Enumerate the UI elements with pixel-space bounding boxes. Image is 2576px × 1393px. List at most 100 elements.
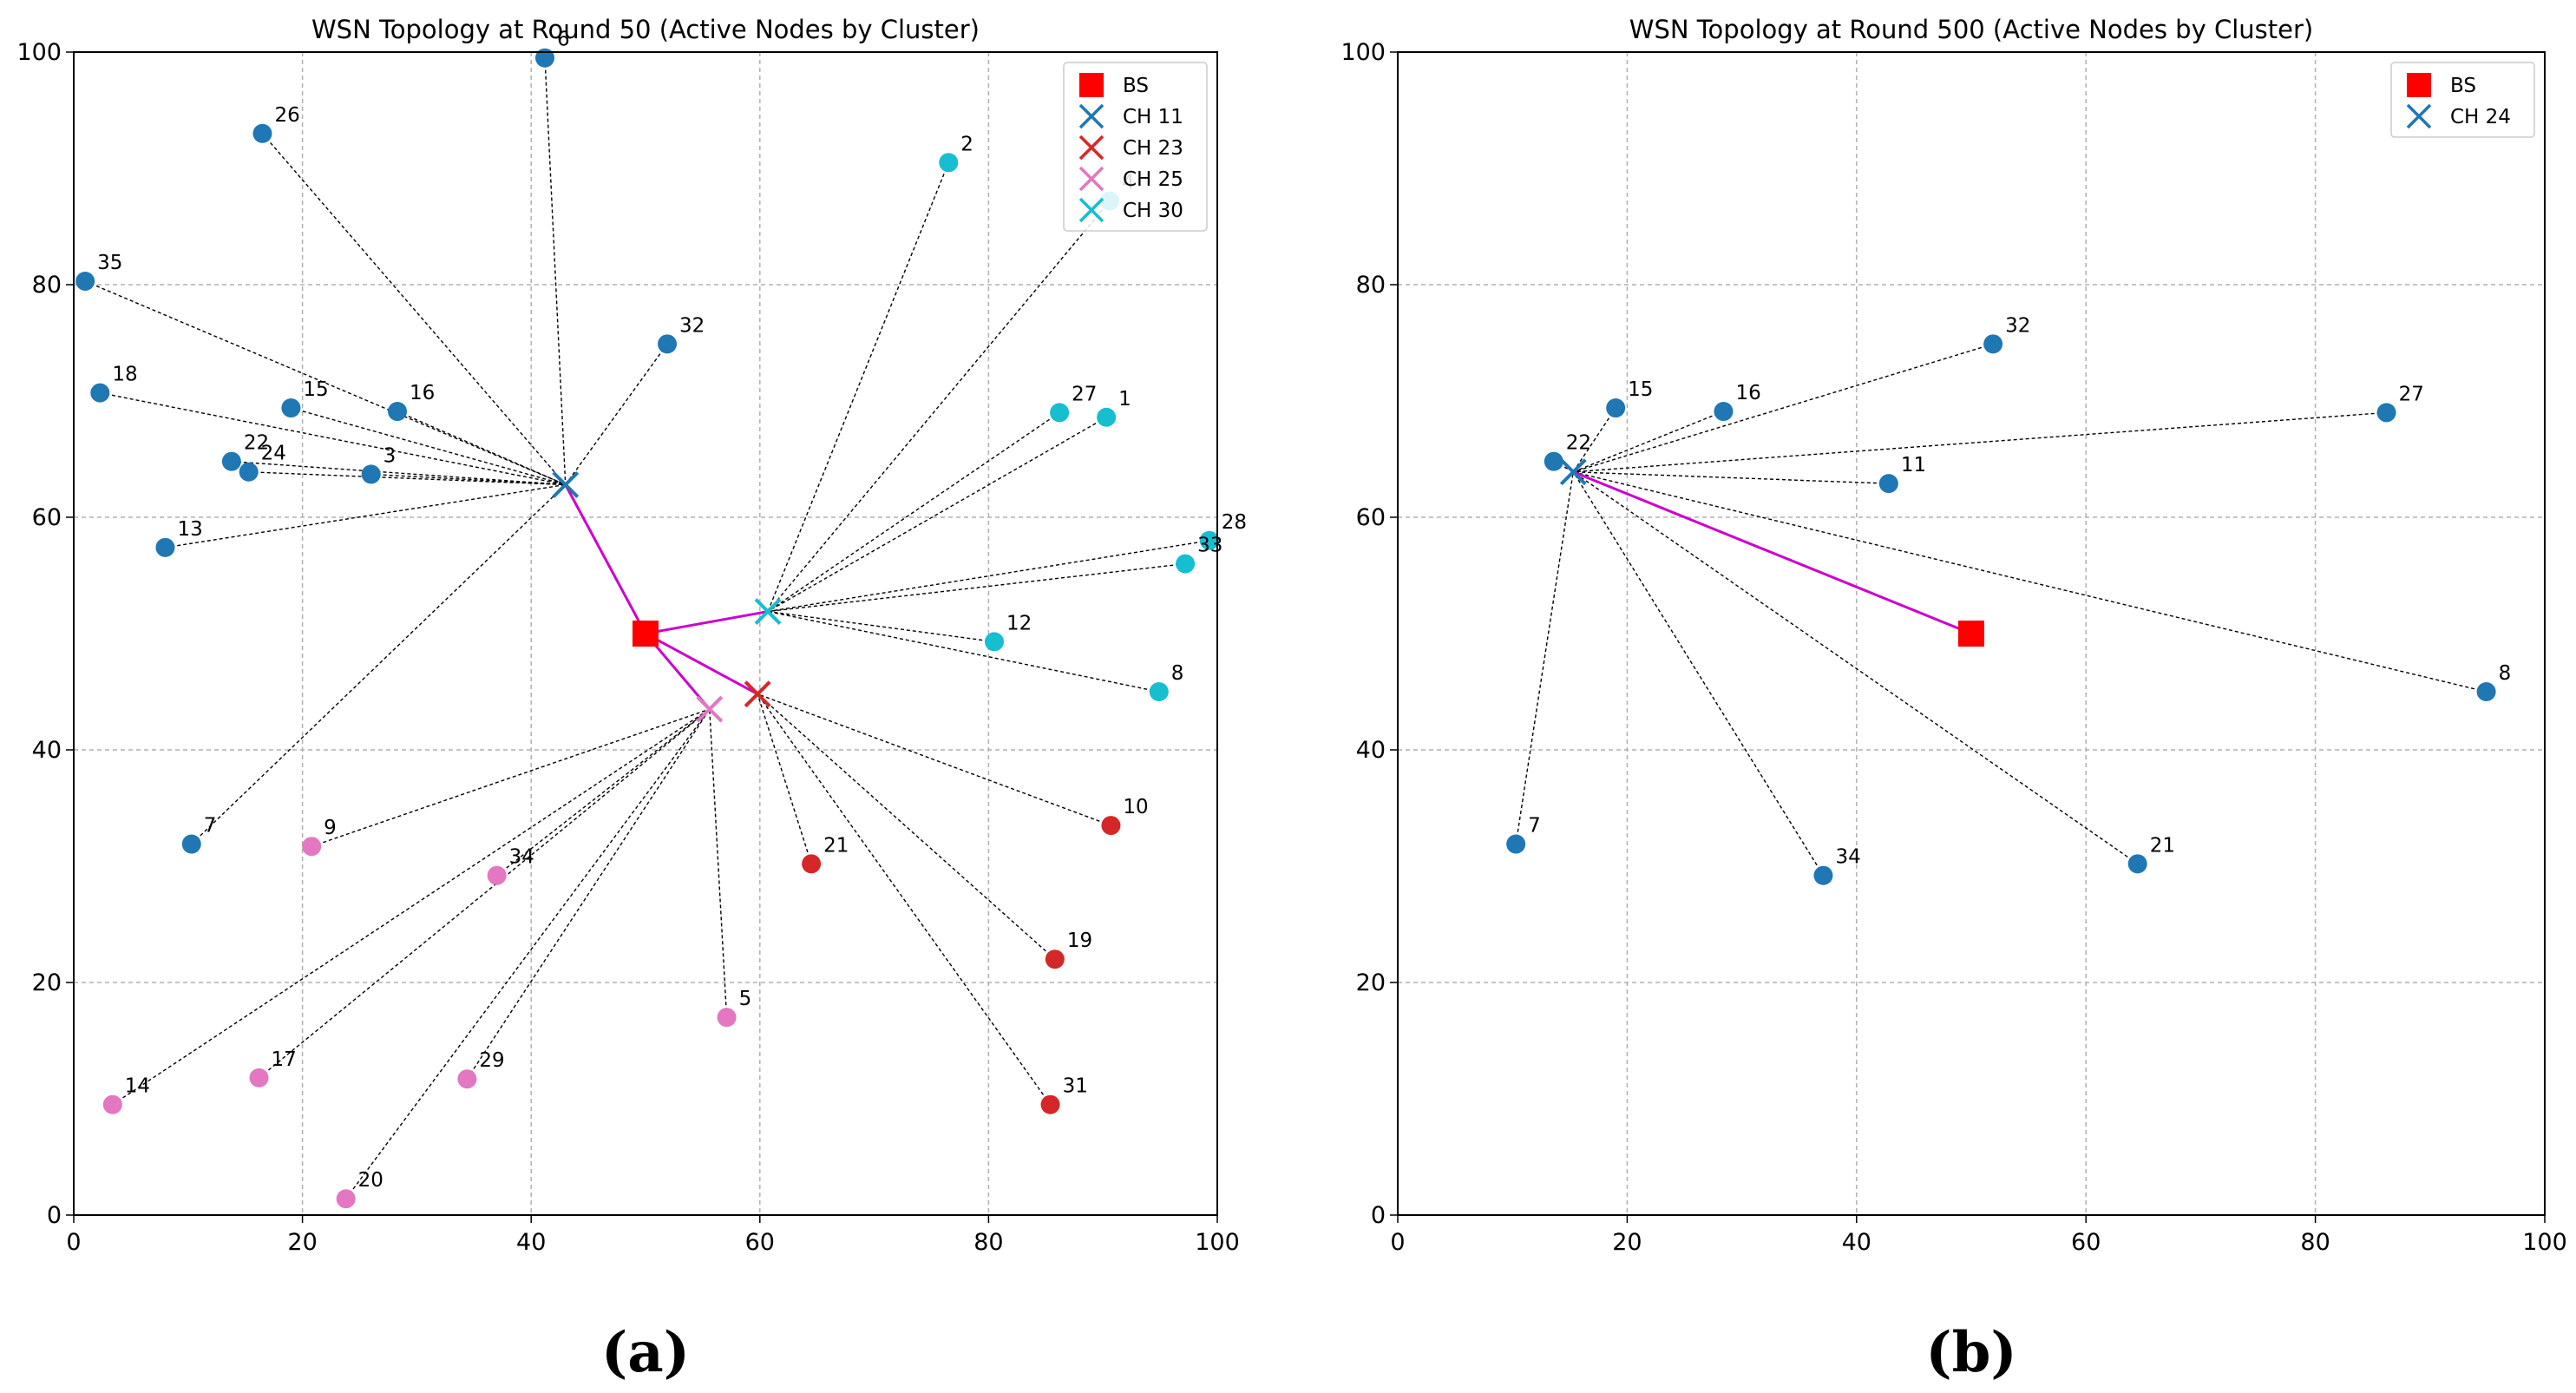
member-link	[767, 540, 1209, 613]
y-tick-label: 100	[1340, 39, 1386, 66]
sensor-node-12	[984, 632, 1004, 652]
sensor-node-34	[1813, 865, 1833, 885]
node-label-12: 12	[1006, 612, 1032, 634]
sensor-node-7	[1506, 834, 1526, 854]
sensor-node-7	[181, 834, 201, 854]
node-label-13: 13	[177, 518, 202, 541]
member-link	[248, 471, 566, 486]
node-label-21: 21	[2150, 834, 2175, 857]
x-tick-label: 20	[1612, 1229, 1642, 1256]
sensor-node-28	[1199, 530, 1219, 550]
sensor-node-11	[1878, 474, 1898, 494]
ch-to-bs-link	[645, 632, 758, 696]
node-label-8: 8	[1171, 662, 1184, 685]
member-link	[1572, 407, 1616, 473]
node-label-2: 2	[960, 133, 973, 155]
x-tick-label: 0	[66, 1229, 81, 1256]
chart-title: WSN Topology at Round 50 (Active Nodes b…	[311, 15, 980, 44]
node-label-10: 10	[1123, 796, 1148, 818]
member-link	[767, 562, 1186, 613]
axes-frame	[1397, 51, 2546, 1216]
legend-ch-marker	[2406, 103, 2432, 129]
legend-bs-marker	[1079, 73, 1104, 97]
node-label-32: 32	[679, 314, 705, 337]
base-station-marker	[633, 621, 659, 647]
y-tick-label: 80	[32, 272, 62, 299]
sensor-node-6	[535, 48, 555, 68]
axes-frame	[73, 51, 1218, 1216]
node-label-34: 34	[509, 846, 534, 869]
sensor-node-22	[1544, 451, 1563, 471]
node-label-16: 16	[410, 382, 435, 404]
node-label-3: 3	[383, 444, 397, 467]
x-tick-label: 80	[2300, 1229, 2330, 1256]
panel-a: 0 20 40 60 80 100 0 20 40 60 80 100 WSN Topology at …	[16, 15, 1247, 1385]
member-link	[1573, 343, 1994, 473]
sensor-node-31	[1040, 1094, 1060, 1114]
x-tick-label: 100	[2522, 1229, 2567, 1256]
chart-title: WSN Topology at Round 500 (Active Nodes …	[1629, 15, 2313, 44]
sensor-node-14	[102, 1094, 122, 1114]
legend-label: CH 25	[1123, 168, 1183, 191]
node-label-28: 28	[1222, 511, 1247, 534]
sensor-node-27	[1050, 403, 1070, 423]
node-label-22: 22	[1566, 432, 1591, 455]
node-label-16: 16	[1735, 382, 1760, 404]
node-label-24: 24	[261, 443, 286, 465]
sensor-node-32	[658, 334, 678, 354]
legend-ch-marker	[1078, 166, 1104, 192]
node-label-27: 27	[1072, 383, 1097, 405]
y-tick-label: 100	[16, 39, 62, 66]
x-tick-label: 80	[973, 1229, 1003, 1256]
x-tick-label: 100	[1195, 1229, 1240, 1256]
legend-ch-marker	[1078, 197, 1104, 223]
x-tick-label: 40	[516, 1229, 546, 1256]
x-tick-label: 60	[2071, 1229, 2101, 1256]
node-label-26: 26	[274, 104, 299, 127]
node-label-32: 32	[2005, 314, 2030, 337]
legend-label: CH 11	[1123, 106, 1183, 128]
ch-to-bs-link	[564, 483, 647, 634]
member-link	[345, 708, 711, 1199]
member-link	[544, 57, 567, 485]
node-label-33: 33	[1197, 535, 1222, 557]
sensor-node-8	[1149, 682, 1169, 701]
panel-caption: (a)	[601, 1320, 690, 1385]
legend-label: BS	[2450, 75, 2476, 97]
sensor-node-29	[457, 1069, 477, 1089]
legend-label: CH 24	[2450, 106, 2511, 128]
sensor-node-22	[221, 451, 241, 471]
member-link	[112, 708, 711, 1106]
node-label-11: 11	[1901, 454, 1926, 476]
sensor-node-34	[487, 865, 507, 885]
member-link	[370, 473, 566, 486]
sensor-node-1	[1097, 407, 1117, 427]
member-link	[767, 610, 1159, 693]
y-tick-label: 40	[1356, 737, 1386, 764]
member-link	[165, 483, 566, 549]
sensor-node-18	[90, 383, 110, 403]
node-label-15: 15	[303, 378, 328, 401]
member-link	[767, 417, 1107, 613]
member-link	[1515, 471, 1574, 844]
y-tick-label: 0	[1371, 1202, 1386, 1229]
sensor-node-8	[2476, 682, 2496, 701]
member-link	[496, 708, 711, 877]
node-label-35: 35	[97, 252, 122, 274]
member-link	[767, 411, 1060, 613]
sensor-node-32	[1983, 334, 2003, 354]
sensor-node-9	[302, 837, 322, 857]
member-link	[191, 483, 567, 845]
cluster-head-23-marker	[744, 680, 771, 708]
sensor-node-3	[361, 464, 381, 484]
cluster-head-25-marker	[696, 695, 724, 723]
member-link	[709, 709, 728, 1018]
sensor-node-33	[1176, 554, 1196, 574]
node-label-18: 18	[112, 364, 137, 386]
y-tick-label: 20	[32, 969, 62, 996]
node-label-9: 9	[324, 817, 337, 839]
cluster-head-11-marker	[552, 471, 580, 498]
ch-to-bs-link	[645, 610, 769, 635]
node-label-31: 31	[1063, 1075, 1088, 1098]
node-label-6: 6	[557, 29, 570, 51]
